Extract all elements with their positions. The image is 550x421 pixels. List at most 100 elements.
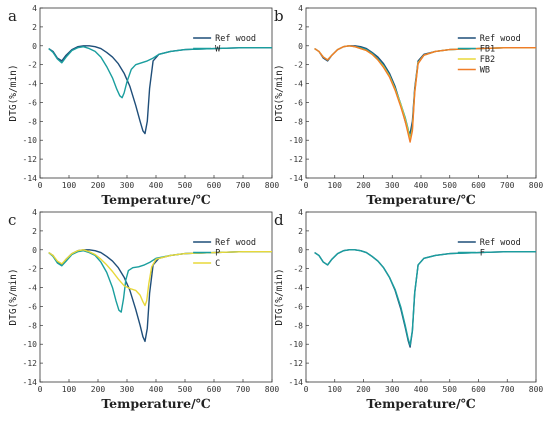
y-tick-label: -12 xyxy=(23,155,38,164)
legend-label: Ref wood xyxy=(480,238,521,248)
panel-d: 0 100 200 300 400 500 600 700 800 4 2 0 -2 -4 -6 -8 -10 -… xyxy=(274,208,543,411)
x-tick-label: 800 xyxy=(529,181,544,190)
x-tick-label: 100 xyxy=(328,385,343,394)
y-tick-label: 4 xyxy=(298,208,303,217)
x-tick-label: 300 xyxy=(385,385,400,394)
y-tick-label: -2 xyxy=(293,265,303,274)
x-tick-label: 0 xyxy=(38,181,43,190)
series-line-fb1 xyxy=(314,45,536,139)
series-line-ref-wood xyxy=(48,45,272,135)
x-tick-label: 300 xyxy=(120,385,135,394)
x-tick-label: 400 xyxy=(414,181,429,190)
y-tick-label: -8 xyxy=(293,117,303,126)
series-line-wb xyxy=(314,45,536,143)
legend-label: P xyxy=(215,249,220,259)
y-tick-label: 4 xyxy=(32,4,37,13)
x-tick-label: 400 xyxy=(149,181,164,190)
series-line-fb2 xyxy=(314,45,536,141)
x-tick-label: 0 xyxy=(304,385,309,394)
y-tick-label: -10 xyxy=(289,136,304,145)
x-tick-label: 700 xyxy=(500,181,515,190)
x-tick-label: 100 xyxy=(62,181,77,190)
x-tick-label: 400 xyxy=(149,385,164,394)
y-tick-label: -10 xyxy=(23,136,38,145)
x-tick-label: 600 xyxy=(471,385,486,394)
x-tick-label: 600 xyxy=(207,181,222,190)
y-tick-label: -2 xyxy=(27,265,37,274)
y-axis-label: DTG(%/min) xyxy=(8,64,19,121)
x-tick-label: 600 xyxy=(471,181,486,190)
y-tick-label: -4 xyxy=(293,284,303,293)
y-tick-label: -4 xyxy=(27,284,37,293)
y-tick-label: 0 xyxy=(298,246,303,255)
panel-c: 0 100 200 300 400 500 600 700 800 4 2 0 -2 -4 -6 -8 -10 -… xyxy=(8,208,279,411)
y-tick-label: -10 xyxy=(23,340,38,349)
legend-label: FB1 xyxy=(480,45,495,55)
x-tick-label: 800 xyxy=(529,385,544,394)
y-tick-label: -4 xyxy=(27,80,37,89)
x-tick-label: 700 xyxy=(236,385,251,394)
x-tick-label: 700 xyxy=(500,385,515,394)
y-tick-label: 0 xyxy=(298,42,303,51)
y-tick-label: -2 xyxy=(27,61,37,70)
series-line-ref-wood xyxy=(314,249,536,348)
x-tick-label: 100 xyxy=(328,181,343,190)
x-tick-label: 500 xyxy=(443,181,458,190)
y-tick-label: -2 xyxy=(293,61,303,70)
series-line-w xyxy=(48,46,272,99)
x-tick-label: 200 xyxy=(91,181,106,190)
x-tick-label: 200 xyxy=(91,385,106,394)
x-tick-label: 200 xyxy=(356,181,371,190)
y-tick-label: -8 xyxy=(27,117,37,126)
y-tick-label: -12 xyxy=(289,359,304,368)
series-line-ref-wood xyxy=(314,45,536,135)
x-tick-label: 300 xyxy=(120,181,135,190)
legend-label: FB2 xyxy=(480,55,495,65)
y-tick-label: -14 xyxy=(23,174,38,183)
y-axis-label: DTG(%/min) xyxy=(8,268,19,325)
y-tick-label: 2 xyxy=(32,227,37,236)
series-line-f xyxy=(314,249,536,346)
y-tick-label: -4 xyxy=(293,80,303,89)
legend-label: Ref wood xyxy=(215,238,256,248)
panel-letter: d xyxy=(274,211,284,229)
y-tick-label: 4 xyxy=(298,4,303,13)
legend-label: WB xyxy=(480,66,490,76)
y-tick-label: -10 xyxy=(289,340,304,349)
y-axis-label: DTG(%/min) xyxy=(274,64,285,121)
x-axis-label: Temperature/℃ xyxy=(101,192,210,207)
y-tick-label: 2 xyxy=(298,227,303,236)
y-tick-label: -6 xyxy=(27,98,37,107)
x-axis-label: Temperature/℃ xyxy=(366,192,475,207)
y-tick-label: -12 xyxy=(289,155,304,164)
x-tick-label: 800 xyxy=(265,181,280,190)
y-tick-label: -6 xyxy=(293,302,303,311)
x-tick-label: 700 xyxy=(236,181,251,190)
y-axis-label: DTG(%/min) xyxy=(274,268,285,325)
panel-letter: c xyxy=(8,211,16,229)
panel-b: 0 100 200 300 400 500 600 700 800 4 2 0 -2 -4 -6 -8 -10 -… xyxy=(274,4,543,207)
y-tick-label: -12 xyxy=(23,359,38,368)
y-tick-label: 2 xyxy=(298,23,303,32)
legend-label: F xyxy=(480,249,485,259)
x-tick-label: 500 xyxy=(178,385,193,394)
y-tick-label: -14 xyxy=(23,378,38,387)
y-tick-label: 0 xyxy=(32,246,37,255)
y-tick-label: -14 xyxy=(289,174,304,183)
y-tick-label: -8 xyxy=(27,321,37,330)
x-tick-label: 100 xyxy=(62,385,77,394)
legend-label: Ref wood xyxy=(215,34,256,44)
y-tick-label: -14 xyxy=(289,378,304,387)
x-tick-label: 600 xyxy=(207,385,222,394)
y-tick-label: 4 xyxy=(32,208,37,217)
series-line-c xyxy=(48,249,272,307)
x-axis-label: Temperature/℃ xyxy=(366,396,475,411)
panel-letter: a xyxy=(8,7,17,25)
panel-a: 0 100 200 300 400 500 600 700 800 4 2 0 -2 -4 -6 -8 -10 -… xyxy=(8,4,279,207)
x-tick-label: 200 xyxy=(356,385,371,394)
x-tick-label: 0 xyxy=(38,385,43,394)
y-tick-label: -6 xyxy=(293,98,303,107)
x-tick-label: 800 xyxy=(265,385,280,394)
y-tick-label: 2 xyxy=(32,23,37,32)
